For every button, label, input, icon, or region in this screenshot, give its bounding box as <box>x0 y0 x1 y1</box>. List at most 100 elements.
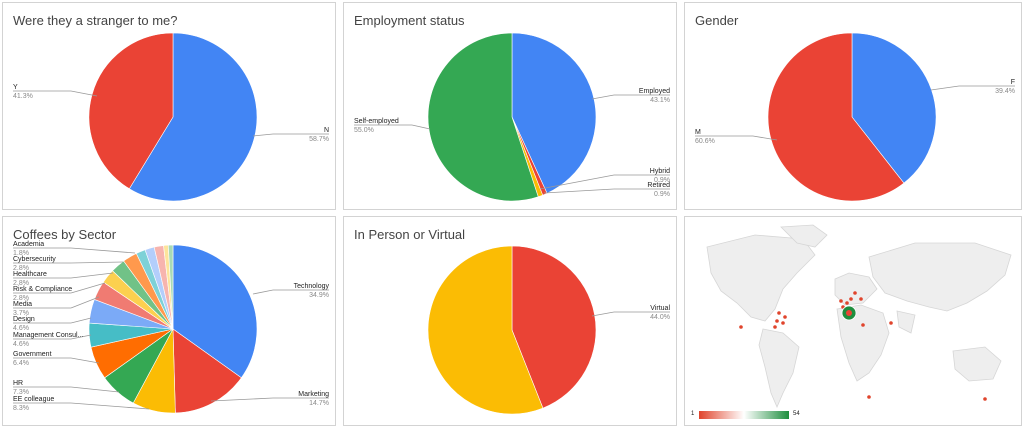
slice-percent: 1.8% <box>13 250 29 257</box>
leader-line <box>543 188 615 194</box>
slice-percent: 2.8% <box>13 280 29 287</box>
chart-panel-gender: Gender F 39.4% M 60.6% <box>684 2 1022 210</box>
chart-title: In Person or Virtual <box>354 227 466 242</box>
map-marker <box>853 291 857 295</box>
slice-label: Retired <box>647 182 670 189</box>
land-shape <box>868 242 1012 312</box>
slice-percent: 58.7% <box>309 136 329 143</box>
map-marker <box>867 395 871 399</box>
map-marker <box>773 325 777 329</box>
leader-line <box>70 402 150 410</box>
land-shape <box>896 310 916 334</box>
slice-percent: 7.3% <box>13 389 29 396</box>
slice-label: N <box>324 127 329 134</box>
slice-percent: 6.4% <box>13 360 29 367</box>
slice-percent: 41.3% <box>13 93 33 100</box>
slice-label: Virtual <box>650 305 670 312</box>
map-marker <box>839 299 843 303</box>
land-shape <box>836 304 890 382</box>
pie-slice-m <box>767 32 905 202</box>
leader-line <box>70 386 120 393</box>
leader-line <box>70 90 98 97</box>
pie-chart-gender: F 39.4% M 60.6% <box>695 32 1015 202</box>
chart-panel-virtual: In Person or Virtual Virtual 44.0% <box>343 216 677 426</box>
colorscale-bar <box>699 411 789 419</box>
leader-line <box>70 334 92 340</box>
slice-label: Cybersecurity <box>13 256 56 263</box>
pie-slice-slice-1 <box>427 245 544 415</box>
land-shape <box>780 224 828 248</box>
map-marker <box>889 321 893 325</box>
leader-line <box>252 133 274 137</box>
map-marker <box>845 301 849 305</box>
slice-percent: 14.7% <box>309 400 329 407</box>
leader-line <box>70 282 106 294</box>
leader-line <box>70 247 136 254</box>
chart-title: Were they a stranger to me? <box>13 13 178 28</box>
leader-line <box>930 85 960 91</box>
slice-label: EE colleague <box>13 396 54 403</box>
slice-label: Management Consul... <box>13 332 83 339</box>
slice-label: Self-employed <box>354 118 399 125</box>
slice-percent: 0.9% <box>654 177 670 184</box>
slice-label: Marketing <box>298 391 329 398</box>
chart-title: Employment status <box>354 13 465 28</box>
pie-slice-technology <box>172 244 258 379</box>
map-marker <box>859 297 863 301</box>
leader-line <box>252 289 274 295</box>
pie-chart-stranger: N 58.7% Y 41.3% <box>13 32 329 202</box>
slice-percent: 2.8% <box>13 265 29 272</box>
geo-map-panel: 1 54 <box>684 216 1022 426</box>
slice-label: Technology <box>294 283 330 290</box>
slice-label: M <box>695 129 701 136</box>
slice-label: Risk & Compliance <box>13 286 72 293</box>
pie-slice-self-employed <box>427 32 539 202</box>
pie-slice-marketing <box>172 328 242 414</box>
pie-chart-virtual: Virtual 44.0% <box>427 245 670 415</box>
map-marker <box>846 310 852 316</box>
slice-percent: 2.8% <box>13 295 29 302</box>
leader-line <box>539 174 615 190</box>
slice-percent: 4.6% <box>13 341 29 348</box>
pie-chart-employment: Employed43.1%Hybrid0.9%Retired0.9%Self-e… <box>354 32 670 202</box>
pie-slice-employed <box>511 32 597 194</box>
pie-slice-slice-15 <box>167 244 174 330</box>
slice-percent: 39.4% <box>995 88 1015 95</box>
leader-line <box>210 397 274 402</box>
leader-line <box>591 94 615 100</box>
slice-percent: 55.0% <box>354 127 374 134</box>
slice-label: Employed <box>639 88 670 95</box>
land-shape <box>834 272 878 306</box>
map-marker <box>861 323 865 327</box>
map-marker <box>783 315 787 319</box>
slice-label: F <box>1011 79 1015 86</box>
pie-chart-sector: Technology 34.9% Marketing 14.7% EE colleagu… <box>13 241 330 414</box>
slice-label: HR <box>13 380 23 387</box>
slice-percent: 0.9% <box>654 191 670 198</box>
slice-percent: 43.1% <box>650 97 670 104</box>
map-marker <box>777 311 781 315</box>
map-marker <box>781 321 785 325</box>
pie-slice-y <box>88 32 174 190</box>
chart-panel-sector: Coffees by Sector Technology 34.9% Marketi… <box>2 216 336 426</box>
land-shape <box>952 346 1002 382</box>
slice-percent: 44.0% <box>650 314 670 321</box>
land-shape <box>706 234 816 322</box>
leader-line <box>752 135 778 141</box>
slice-label: Y <box>13 84 18 91</box>
leader-line <box>70 357 100 364</box>
leader-line <box>70 317 92 324</box>
pie-slice-virtual <box>511 245 597 409</box>
colorscale-max-label: 54 <box>793 411 800 417</box>
chart-title: Gender <box>695 13 739 28</box>
colorscale-min-label: 1 <box>691 411 695 417</box>
slice-percent: 60.6% <box>695 138 715 145</box>
map-marker <box>739 325 743 329</box>
slice-percent: 34.9% <box>309 292 329 299</box>
slice-label: Hybrid <box>650 168 670 175</box>
slice-percent: 4.6% <box>13 325 29 332</box>
slice-percent: 8.3% <box>13 405 29 412</box>
chart-title: Coffees by Sector <box>13 227 117 242</box>
slice-percent: 3.7% <box>13 310 29 317</box>
map-marker <box>983 397 987 401</box>
